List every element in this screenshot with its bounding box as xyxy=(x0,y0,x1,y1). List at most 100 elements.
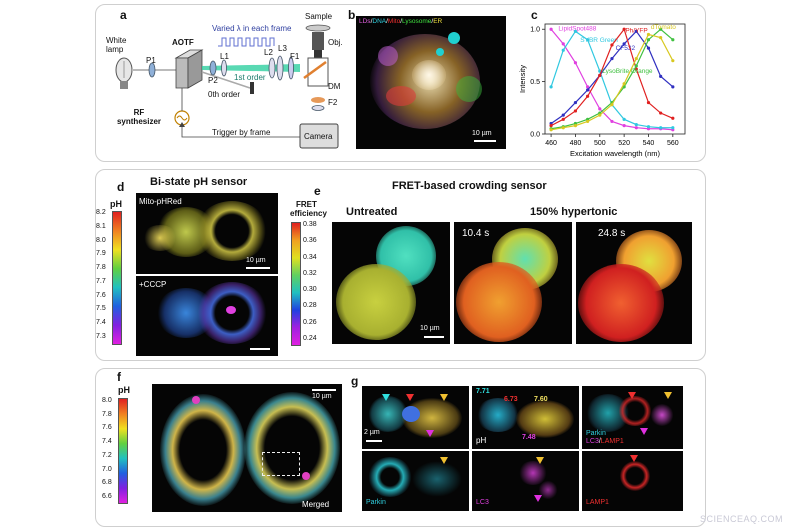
panel-g-scale-text: 2 µm xyxy=(364,429,380,436)
polarizer-p1-icon xyxy=(148,62,156,78)
panel-f-image: 10 µm Merged xyxy=(152,384,342,512)
chart-c-point xyxy=(659,126,663,130)
panel-d-title: Bi-state pH sensor xyxy=(150,176,248,188)
chart-c-xtick-label: 460 xyxy=(545,140,557,147)
chart-c-point xyxy=(586,119,590,124)
chart-c-ytick-label: 0.5 xyxy=(530,79,540,86)
chart-c-point xyxy=(573,100,578,105)
zero-order-label: 0th order xyxy=(208,90,241,99)
white-lamp-icon xyxy=(115,57,133,89)
panel-g-parkin-lc3-lamp1-image: Parkin LC3/LAMP1 xyxy=(582,386,683,449)
l2-label: L2 xyxy=(264,48,273,57)
chart-c-point xyxy=(573,109,578,113)
panel-e-tick: 0.26 xyxy=(303,318,317,326)
chart-c-legend-label: CF532 xyxy=(616,45,636,52)
l3-label: L3 xyxy=(278,44,287,53)
chart-c-point xyxy=(561,42,565,46)
chart-c-ytick-label: 0.0 xyxy=(530,132,540,139)
overlay-channel-label: Parkin LC3/LAMP1 xyxy=(586,430,624,445)
panel-f-tick: 7.2 xyxy=(102,451,112,459)
ph-value-1: 7.71 xyxy=(476,388,490,395)
panel-e-tick: 0.34 xyxy=(303,253,317,261)
panel-b-scale-text: 10 µm xyxy=(472,130,492,137)
panel-d-bottom-image: +CCCP xyxy=(136,276,278,356)
panel-g-lamp1-image: LAMP1 xyxy=(582,451,683,511)
panel-g-parkin-image: Parkin xyxy=(362,451,469,511)
panel-e-tick: 0.38 xyxy=(303,221,317,228)
panel-d-tick: 8.0 xyxy=(96,236,106,244)
chart-c-point xyxy=(646,100,651,105)
chart-c-legend-label: SYBR Green xyxy=(580,37,618,44)
merged-label: Merged xyxy=(302,500,330,509)
panel-b-label: b xyxy=(348,8,356,22)
panel-e-unit-1: FRET xyxy=(296,200,317,209)
panel-f-label: f xyxy=(117,370,121,384)
chart-c-point xyxy=(549,85,553,89)
polarizer-p2-icon xyxy=(209,60,217,76)
chart-c-point xyxy=(610,103,614,107)
panel-f-tick: 7.6 xyxy=(102,424,112,432)
chart-c-plot-area xyxy=(544,23,686,135)
lens-l1-icon xyxy=(221,59,227,77)
chart-c-xtick-label: 480 xyxy=(570,140,582,147)
aotf-crystal-icon xyxy=(174,49,204,89)
chart-c-point xyxy=(671,59,675,63)
panel-e-t2-image: 24.8 s xyxy=(576,222,692,344)
l1-label: L1 xyxy=(220,52,229,61)
chart-c-point xyxy=(659,27,663,31)
panel-d-tick: 7.5 xyxy=(96,305,106,313)
chart-c-point xyxy=(610,56,614,61)
chart-c-point xyxy=(622,82,626,86)
chart-c-xtick-label: 520 xyxy=(618,140,630,147)
chart-c-point xyxy=(549,124,553,128)
panel-e-tick: 0.28 xyxy=(303,302,317,310)
chart-c-point xyxy=(622,117,626,121)
white-lamp-label: White lamp xyxy=(106,36,127,54)
p2-label: P2 xyxy=(208,76,218,85)
panel-g-ph-image: 7.71 6.73 7.60 7.48 pH xyxy=(472,386,579,449)
chart-c-point xyxy=(622,42,626,46)
chart-c-point xyxy=(634,64,638,68)
parkin-label: Parkin xyxy=(366,499,386,506)
panel-f-tick: 8.0 xyxy=(102,397,112,404)
chart-c-point xyxy=(610,43,614,47)
chart-c-point xyxy=(671,38,675,42)
chart-c-point xyxy=(622,27,626,31)
panel-e-tick: 0.24 xyxy=(303,335,317,342)
panel-d-tick: 7.8 xyxy=(96,264,106,272)
panel-c-label: c xyxy=(531,8,538,22)
mito-phred-label: Mito-pHRed xyxy=(139,197,182,206)
ph-value-2: 6.73 xyxy=(504,396,518,403)
chart-c-point xyxy=(573,61,578,65)
chart-c-point xyxy=(549,128,553,132)
chart-c-point xyxy=(646,38,651,42)
panel-f-tick: 7.0 xyxy=(102,465,112,473)
chart-c-point xyxy=(598,107,602,111)
chart-c-point xyxy=(646,125,651,129)
panel-b-legend: LDs/DNA/Mito/Lysosome/ER xyxy=(359,18,443,25)
panel-f-tick: 6.6 xyxy=(102,493,112,500)
panel-f-scale-text: 10 µm xyxy=(312,393,332,400)
panel-d-scalebar xyxy=(246,267,270,269)
chart-c-point xyxy=(561,48,565,52)
chart-c-point xyxy=(586,85,590,89)
filter-f1-icon xyxy=(288,56,294,80)
chart-c-point xyxy=(634,56,638,61)
panel-e-tick: 0.32 xyxy=(303,269,317,277)
aotf-label: AOTF xyxy=(172,38,194,47)
untreated-label: Untreated xyxy=(346,206,398,218)
chart-c-point xyxy=(561,126,565,130)
chart-c-point xyxy=(610,119,614,124)
panel-d-tick: 8.2 xyxy=(96,209,106,216)
chart-c-point xyxy=(659,36,663,40)
chart-c-point xyxy=(634,126,638,130)
panel-b-scalebar xyxy=(474,140,496,142)
hypertonic-label: 150% hypertonic xyxy=(530,206,618,218)
panel-f-tick: 6.8 xyxy=(102,479,112,487)
panel-b-image: LDs/DNA/Mito/Lysosome/ER 10 µm xyxy=(356,16,506,149)
chart-c-point xyxy=(598,113,602,117)
chart-c-xlabel: Excitation wavelength (nm) xyxy=(570,149,661,158)
chart-c-point xyxy=(634,29,638,33)
chart-c-point xyxy=(598,73,602,77)
cccp-label: +CCCP xyxy=(139,280,167,289)
